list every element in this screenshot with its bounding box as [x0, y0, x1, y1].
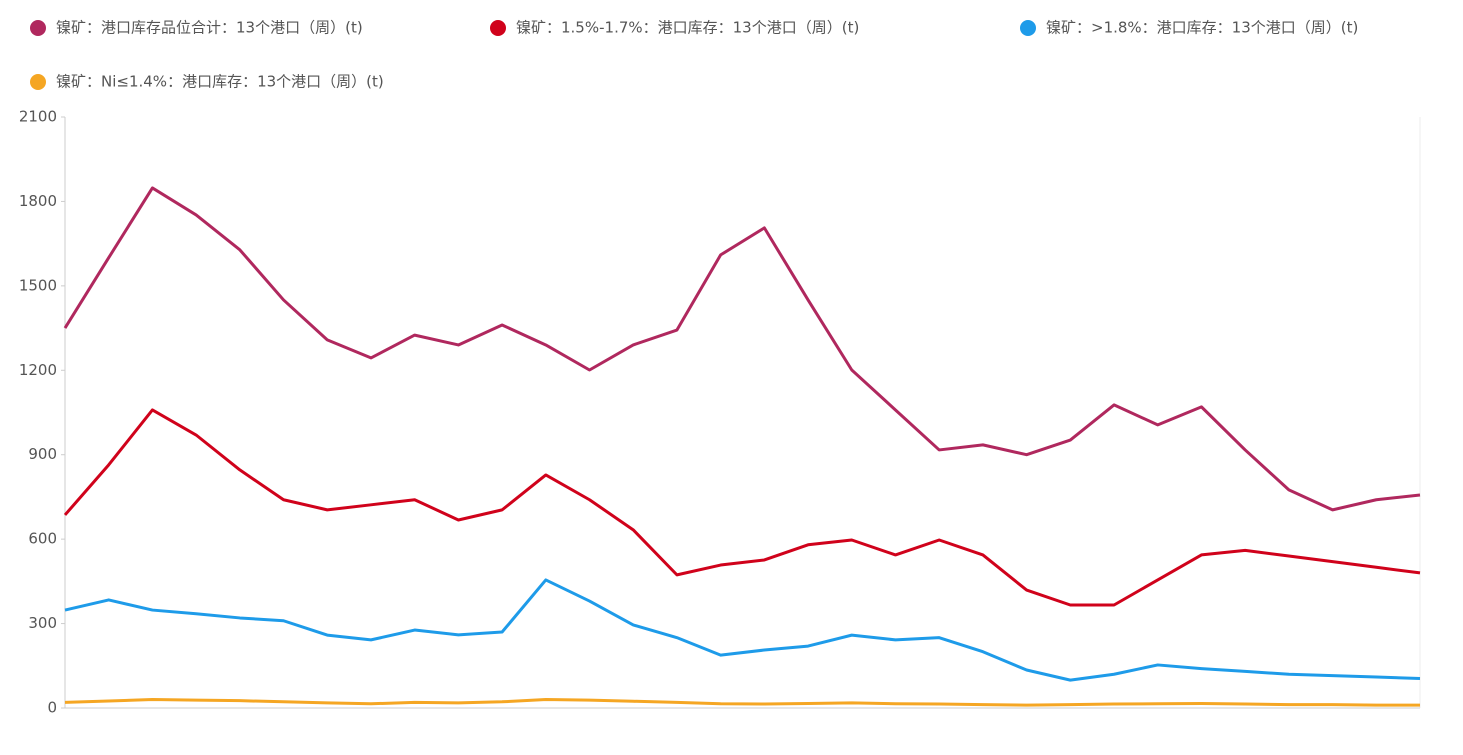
- legend-marker: [1020, 20, 1036, 36]
- legend-marker: [30, 20, 46, 36]
- legend-label: 镍矿：>1.8%：港口库存：13个港口（周）(t): [1046, 19, 1358, 37]
- y-tick-label: 2100: [19, 108, 57, 126]
- legend-marker: [490, 20, 506, 36]
- series-line: [63, 186, 1421, 512]
- y-tick-label: 900: [28, 445, 57, 463]
- y-tick-label: 1200: [19, 361, 57, 379]
- legend-marker: [30, 74, 46, 90]
- y-tick-label: 300: [28, 614, 57, 632]
- series-line: [64, 698, 1420, 707]
- legend-label: 镍矿：港口库存品位合计：13个港口（周）(t): [56, 19, 363, 37]
- y-tick-label: 1500: [19, 276, 57, 294]
- y-tick-label: 1800: [19, 192, 57, 210]
- legend-label: 镍矿：Ni≤1.4%：港口库存：13个港口（周）(t): [56, 73, 384, 91]
- y-tick-label: 0: [47, 699, 57, 717]
- y-tick-label: 600: [28, 530, 57, 548]
- legend-label: 镍矿：1.5%-1.7%：港口库存：13个港口（周）(t): [516, 19, 859, 37]
- series-line: [64, 578, 1421, 682]
- series-line: [63, 408, 1421, 607]
